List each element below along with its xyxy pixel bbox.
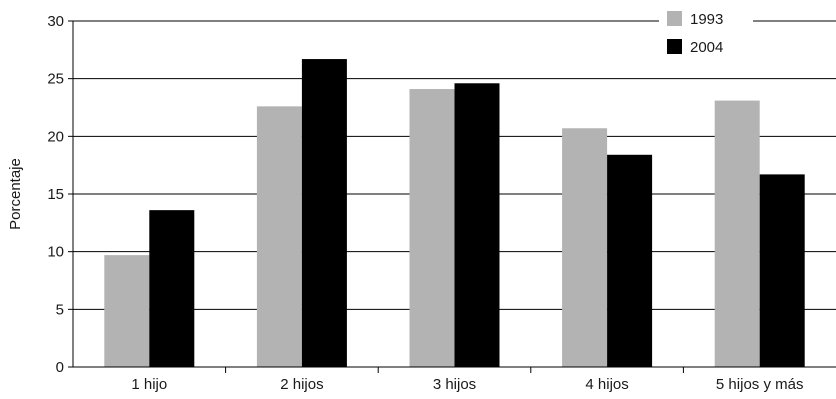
x-tick-label: 4 hijos [585,376,628,393]
y-tick-label: 10 [47,244,64,261]
legend-label: 2004 [690,39,723,56]
y-tick-label: 30 [47,13,64,30]
legend-swatch-1993 [667,11,682,26]
y-tick-label: 0 [56,359,64,376]
y-axis-ticks: 0 5 10 15 20 25 30 [47,13,73,376]
bar-1993-1 [104,255,149,367]
y-tick-label: 5 [56,301,64,318]
bar-2004-5 [760,174,805,367]
bar-2004-4 [607,155,652,367]
y-axis-title: Porcentaje [7,158,24,230]
x-tick-label: 5 hijos y más [716,376,804,393]
x-axis-ticks: 1 hijo 2 hijos 3 hijos 4 hijos 5 hijos y más [131,367,803,393]
legend-label: 1993 [690,11,723,28]
bars [104,59,804,367]
y-tick-label: 25 [47,71,64,88]
bar-1993-5 [715,101,760,367]
x-tick-label: 2 hijos [280,376,323,393]
bar-2004-3 [455,83,500,367]
bar-2004-2 [302,59,347,367]
bar-2004-1 [149,210,194,367]
legend-swatch-2004 [667,39,682,54]
bar-1993-3 [410,89,455,367]
y-tick-label: 20 [47,128,64,145]
bar-1993-4 [562,128,607,367]
legend: 1993 2004 [659,8,753,68]
bar-1993-2 [257,106,302,367]
x-tick-label: 3 hijos [433,376,476,393]
y-tick-label: 15 [47,186,64,203]
x-tick-label: 1 hijo [131,376,167,393]
